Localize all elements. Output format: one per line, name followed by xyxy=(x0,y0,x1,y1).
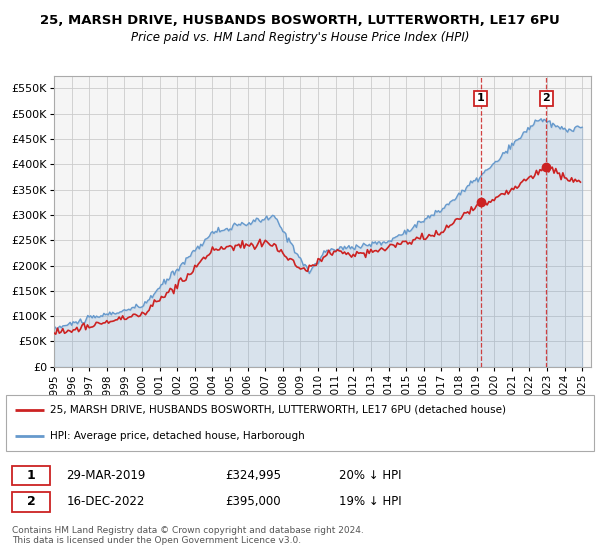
FancyBboxPatch shape xyxy=(6,395,594,451)
FancyBboxPatch shape xyxy=(12,466,50,486)
Text: £395,000: £395,000 xyxy=(225,495,281,508)
Text: This data is licensed under the Open Government Licence v3.0.: This data is licensed under the Open Gov… xyxy=(12,536,301,545)
Text: 1: 1 xyxy=(27,469,35,482)
Text: Price paid vs. HM Land Registry's House Price Index (HPI): Price paid vs. HM Land Registry's House … xyxy=(131,31,469,44)
Text: 1: 1 xyxy=(477,94,485,104)
Text: £324,995: £324,995 xyxy=(225,469,281,482)
Text: Contains HM Land Registry data © Crown copyright and database right 2024.: Contains HM Land Registry data © Crown c… xyxy=(12,526,364,535)
Text: 25, MARSH DRIVE, HUSBANDS BOSWORTH, LUTTERWORTH, LE17 6PU (detached house): 25, MARSH DRIVE, HUSBANDS BOSWORTH, LUTT… xyxy=(50,405,506,415)
Text: HPI: Average price, detached house, Harborough: HPI: Average price, detached house, Harb… xyxy=(50,431,305,441)
Text: 29-MAR-2019: 29-MAR-2019 xyxy=(66,469,146,482)
Text: 20% ↓ HPI: 20% ↓ HPI xyxy=(340,469,402,482)
Text: 2: 2 xyxy=(542,94,550,104)
Text: 16-DEC-2022: 16-DEC-2022 xyxy=(67,495,145,508)
Text: 2: 2 xyxy=(27,495,35,508)
Text: 25, MARSH DRIVE, HUSBANDS BOSWORTH, LUTTERWORTH, LE17 6PU: 25, MARSH DRIVE, HUSBANDS BOSWORTH, LUTT… xyxy=(40,14,560,27)
Text: 19% ↓ HPI: 19% ↓ HPI xyxy=(339,495,402,508)
FancyBboxPatch shape xyxy=(12,492,50,511)
